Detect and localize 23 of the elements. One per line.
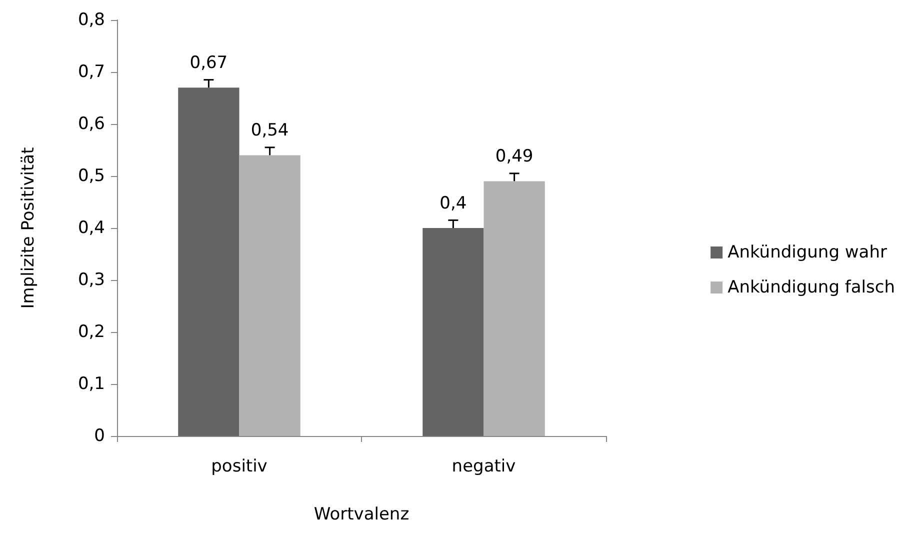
data-label: 0,49 — [495, 146, 534, 167]
bar — [484, 181, 545, 436]
y-tick-label: 0,7 — [78, 62, 105, 82]
y-tick-label: 0 — [94, 426, 105, 446]
y-tick-label: 0,8 — [78, 10, 105, 30]
x-tick-label: positiv — [211, 456, 268, 476]
data-label: 0,54 — [250, 120, 289, 141]
legend-label: Ankündigung falsch — [728, 278, 896, 298]
legend-label: Ankündigung wahr — [728, 242, 887, 262]
y-axis-title: Implizite Positivität — [18, 146, 38, 309]
bar — [178, 88, 240, 436]
data-label: 0,4 — [440, 194, 467, 214]
bar — [239, 155, 300, 436]
y-tick-label: 0,3 — [78, 270, 105, 290]
x-axis-title: Wortvalenz — [314, 504, 410, 524]
y-tick-label: 0,5 — [78, 166, 105, 186]
y-tick-label: 0,2 — [78, 322, 105, 342]
data-label: 0,67 — [190, 53, 228, 74]
x-tick-label: negativ — [452, 456, 516, 476]
y-tick-label: 0,6 — [78, 114, 105, 134]
y-tick-label: 0,1 — [78, 374, 105, 394]
bar — [422, 228, 484, 436]
y-tick-label: 0,4 — [78, 218, 105, 238]
